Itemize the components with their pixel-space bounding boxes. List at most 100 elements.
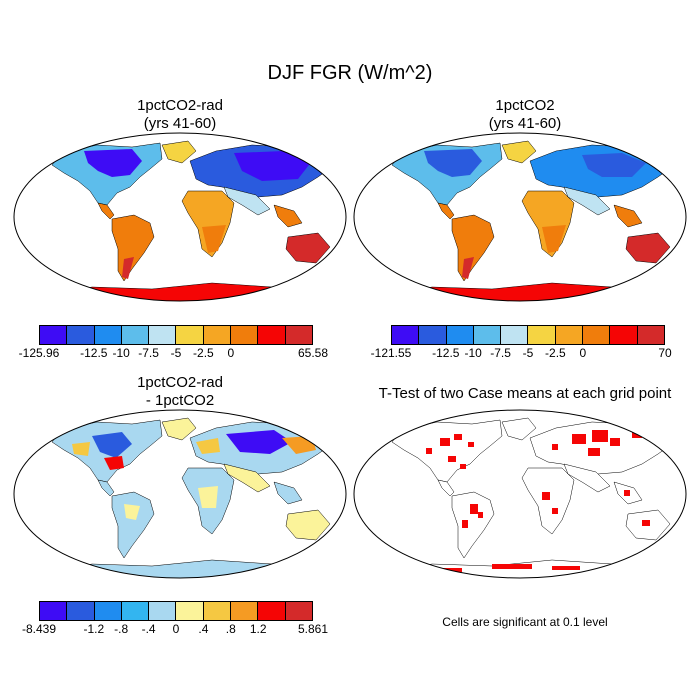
canada-cold: [84, 149, 142, 177]
colorbar-2-tick-label: -121.55: [370, 346, 412, 360]
antarctica: [371, 282, 673, 301]
colorbar-2-segment: [637, 326, 664, 344]
colorbar-1-segment: [231, 326, 259, 344]
colorbar-3-segment: [203, 602, 232, 620]
colorbar-3-tick-label: .4: [198, 622, 209, 636]
colorbar-1-segment: [94, 326, 122, 344]
colorbar-3-segment: [40, 602, 68, 620]
se-asia: [273, 481, 303, 505]
south-america: [451, 491, 495, 559]
colorbar-1-segment: [258, 326, 286, 344]
australia: [285, 509, 331, 541]
colorbar-2-tick-label: 0: [579, 346, 587, 360]
colorbar-3-segment: [121, 602, 150, 620]
panel-2-title-line2: (yrs 41-60): [488, 115, 562, 132]
colorbar-3-segment: [94, 602, 122, 620]
colorbar-1-segment: [67, 326, 95, 344]
colorbar-1-tick-label: -5: [170, 346, 182, 360]
siberia-cold: [582, 153, 646, 177]
colorbar-2-segment: [528, 326, 556, 344]
colorbar-3-tick-label: -8.439: [21, 622, 57, 636]
colorbar-1-segment: [285, 326, 312, 344]
colorbar-3-tick-label: 0: [172, 622, 180, 636]
central-america: [437, 202, 455, 220]
central-america: [97, 479, 115, 497]
siberia-cold: [234, 151, 312, 181]
greenland: [501, 140, 537, 164]
colorbar-1-tick-label: 65.58: [297, 346, 329, 360]
map-difference: [13, 409, 347, 579]
australia: [625, 232, 671, 264]
se-asia: [613, 204, 643, 228]
panel-3-title-line1: 1pctCO2-rad: [137, 374, 223, 391]
central-america: [437, 479, 455, 497]
colorbar-3-tick-label: -1.2: [83, 622, 105, 636]
panel-1-title: 1pctCO2-rad (yrs 41-60): [60, 97, 300, 133]
colorbar-2-segment: [473, 326, 502, 344]
south-america: [111, 214, 155, 282]
colorbar-1-tick-label: 0: [227, 346, 235, 360]
colorbar-1-segment: [203, 326, 232, 344]
panel-4-title: T-Test of two Case means at each grid po…: [352, 385, 698, 403]
south-america-warm: [124, 504, 140, 520]
colorbar-3-tick-label: -.8: [114, 622, 129, 636]
colorbar-3-segment: [285, 602, 312, 620]
colorbar-1-labels: -125.96 -12.5 -10 -7.5 -5 -2.5 0 65.58: [19, 346, 328, 362]
greenland: [161, 417, 197, 441]
antarctica: [31, 559, 333, 578]
colorbar-1-segment: [176, 326, 204, 344]
colorbar-2-segment: [392, 326, 420, 344]
australia: [285, 232, 331, 264]
eurasia: [529, 421, 673, 475]
colorbar-3-labels: -8.439 -1.2 -.8 -.4 0 .4 .8 1.2 5.861: [22, 622, 328, 638]
panel-3-title: 1pctCO2-rad - 1pctCO2: [60, 374, 300, 410]
significance-note: Cells are significant at 0.1 level: [442, 615, 608, 629]
central-america: [97, 202, 115, 220]
panel-4-title-line1: T-Test of two Case means at each grid po…: [378, 385, 672, 402]
colorbar-3-segment: [176, 602, 204, 620]
colorbar-1-segment: [121, 326, 150, 344]
panel-2-title: 1pctCO2 (yrs 41-60): [405, 97, 645, 133]
colorbar-1-tick-label: -2.5: [193, 346, 214, 360]
colorbar-1-segment: [40, 326, 68, 344]
map-1pctco2-rad: [13, 132, 347, 302]
colorbar-1-tick-label: -125.96: [18, 346, 60, 360]
colorbar-2-segment: [446, 326, 474, 344]
north-america-warm: [72, 442, 90, 456]
north-america: [391, 419, 503, 483]
colorbar-2-segment: [555, 326, 584, 344]
north-america-neg: [92, 432, 132, 458]
africa-warm: [198, 486, 218, 508]
africa-south: [542, 225, 566, 253]
colorbar-3-tick-label: -.4: [141, 622, 156, 636]
colorbar-3: [39, 601, 313, 621]
greenland: [161, 140, 197, 164]
panel-3-title-line2: - 1pctCO2: [145, 392, 215, 409]
south-america: [451, 214, 495, 282]
colorbar-1-tick-label: -7.5: [138, 346, 159, 360]
colorbar-2-tick-label: 70: [658, 346, 672, 360]
africa: [521, 467, 575, 535]
north-america-pos: [104, 456, 124, 470]
south-america-south: [462, 257, 474, 279]
canada-cold: [424, 149, 482, 177]
colorbar-2-tick-label: -7.5: [490, 346, 511, 360]
colorbar-2-segment: [610, 326, 638, 344]
south-america: [111, 491, 155, 559]
map-1pctco2: [353, 132, 687, 302]
colorbar-3-tick-label: 1.2: [249, 622, 267, 636]
africa-south: [202, 225, 226, 253]
colorbar-2-tick-label: -2.5: [545, 346, 566, 360]
colorbar-2: [391, 325, 665, 345]
antarctica: [371, 559, 673, 578]
colorbar-1-tick-label: -12.5: [80, 346, 108, 360]
antarctica: [31, 282, 333, 301]
colorbar-1-segment: [149, 326, 177, 344]
colorbar-2-labels: -121.55 -12.5 -10 -7.5 -5 -2.5 0 70: [371, 346, 672, 362]
se-asia: [273, 204, 303, 228]
colorbar-1: [39, 325, 313, 345]
figure-title: DJF FGR (W/m^2): [267, 62, 433, 84]
panel-1-title-line2: (yrs 41-60): [143, 115, 217, 132]
colorbar-2-segment: [419, 326, 447, 344]
panel-2-title-line1: 1pctCO2: [495, 97, 555, 114]
